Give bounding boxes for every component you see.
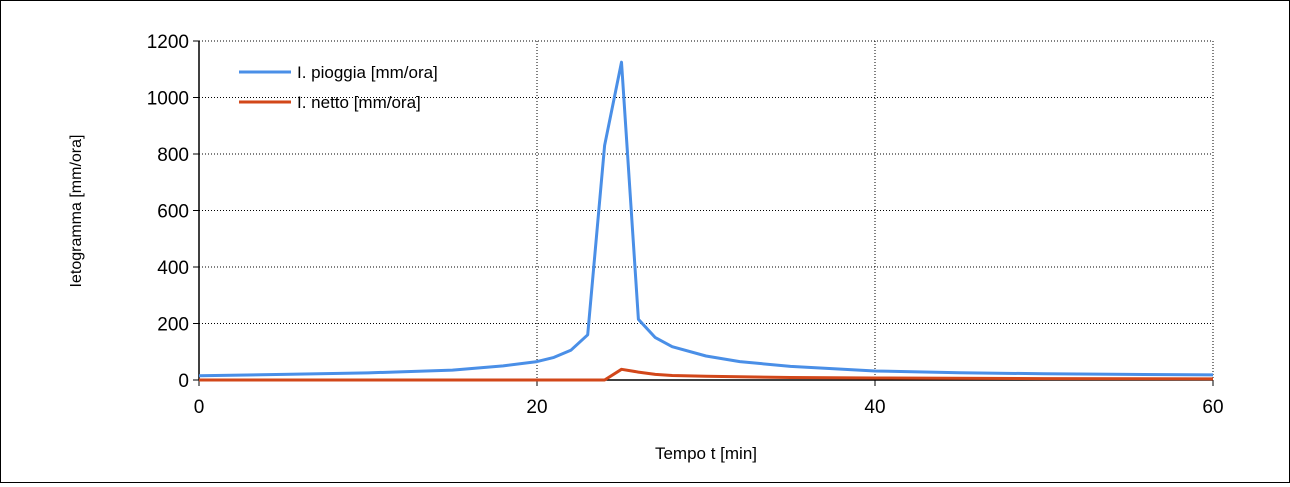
- x-axis-label: Tempo t [min]: [655, 444, 757, 463]
- legend-label-netto: I. netto [mm/ora]: [297, 93, 421, 112]
- x-tick-label: 20: [526, 397, 547, 418]
- y-tick-label: 0: [178, 371, 189, 392]
- gridlines: [199, 40, 1214, 380]
- y-tick-label: 200: [157, 315, 189, 336]
- x-tick-label: 60: [1202, 397, 1223, 418]
- series-line-pioggia: [198, 60, 1214, 378]
- tick-labels: 0 200 400 600 800 1000 1200 0 20 40 60: [147, 32, 1224, 418]
- legend: I. pioggia [mm/ora] I. netto [mm/ora]: [239, 63, 438, 112]
- series-layer: [198, 60, 1214, 382]
- x-tick-label: 40: [864, 397, 885, 418]
- legend-label-pioggia: I. pioggia [mm/ora]: [297, 63, 438, 82]
- x-tick-label: 0: [194, 397, 205, 418]
- y-axis-label: Ietogramma [mm/ora]: [68, 135, 85, 288]
- y-tick-label: 1000: [147, 89, 189, 110]
- y-tick-label: 600: [157, 202, 189, 223]
- series-line-netto: [199, 367, 1214, 382]
- y-tick-label: 1200: [147, 32, 189, 53]
- y-tick-label: 800: [157, 145, 189, 166]
- y-tick-label: 400: [157, 258, 189, 279]
